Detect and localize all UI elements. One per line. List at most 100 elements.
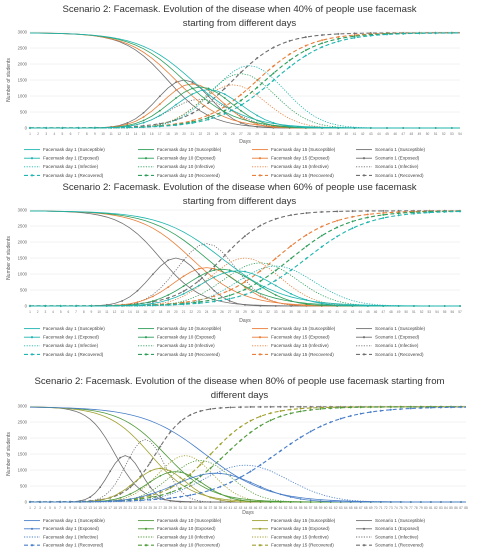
data-point — [320, 33, 324, 37]
data-point — [129, 493, 132, 495]
data-point — [90, 304, 93, 308]
data-point — [289, 244, 293, 248]
x-tick-label: 24 — [143, 506, 147, 510]
legend-marker — [258, 353, 262, 356]
data-point — [339, 500, 342, 503]
x-tick-label: 77 — [409, 506, 413, 510]
data-point — [309, 501, 312, 503]
data-point — [207, 88, 210, 91]
data-point — [305, 304, 308, 307]
data-point — [429, 406, 433, 409]
legend-marker — [362, 527, 366, 530]
data-point — [126, 122, 129, 124]
x-tick-label: 5 — [60, 310, 62, 314]
x-tick-label: 42 — [361, 132, 365, 136]
x-tick-label: 53 — [450, 132, 454, 136]
data-point — [449, 406, 453, 409]
x-tick-label: 53 — [428, 310, 432, 314]
legend-label: Scenario 1 (Susceptible) — [375, 326, 426, 331]
data-point — [158, 103, 161, 106]
data-point — [213, 289, 216, 292]
legend-label: Scenario 1 (Infective) — [375, 534, 419, 539]
data-point — [351, 220, 354, 223]
data-point — [167, 286, 170, 288]
data-point — [339, 406, 342, 409]
data-point — [199, 475, 202, 478]
data-point — [335, 210, 339, 213]
x-tick-label: 32 — [280, 132, 284, 136]
legend-label: Scenario 1 (Susceptible) — [375, 518, 426, 523]
legend-label: Facemask day 10 (Recovered) — [157, 173, 220, 178]
data-point — [397, 209, 400, 213]
data-point — [239, 439, 242, 442]
data-point — [255, 92, 259, 96]
legend-label: Facemask day 1 (Susceptible) — [43, 518, 105, 523]
data-point — [337, 32, 340, 36]
data-point — [382, 213, 385, 217]
data-point — [229, 496, 232, 499]
legend-marker — [258, 527, 262, 530]
data-point — [240, 116, 242, 118]
x-tick-label: 3 — [39, 506, 41, 510]
x-tick-label: 2 — [37, 310, 39, 314]
data-point — [98, 500, 102, 503]
x-tick-label: 40 — [345, 132, 349, 136]
x-tick-label: 28 — [247, 132, 251, 136]
data-point — [269, 456, 272, 460]
x-tick-label: 50 — [404, 310, 408, 314]
x-tick-label: 14 — [93, 506, 97, 510]
x-tick-label: 21 — [128, 506, 132, 510]
data-point — [255, 79, 259, 82]
data-point — [382, 209, 385, 213]
data-point — [28, 304, 32, 308]
legend-label: Facemask day 15 (Infective) — [271, 534, 329, 539]
x-tick-label: 41 — [229, 506, 233, 510]
series-line-scenario-1-sus — [29, 210, 460, 307]
x-tick-label: 51 — [434, 132, 438, 136]
x-tick-label: 43 — [239, 506, 243, 510]
legend-marker — [30, 157, 34, 160]
data-point — [197, 300, 201, 304]
series-line-facemask-day-1-sus — [29, 210, 461, 307]
x-tick-label: 33 — [189, 506, 193, 510]
data-point — [304, 126, 307, 129]
data-point — [159, 474, 162, 477]
data-point — [239, 476, 242, 479]
data-point — [119, 456, 122, 459]
x-tick-label: 7 — [78, 132, 80, 136]
data-point — [228, 249, 231, 252]
legend-label: Facemask day 15 (Recovered) — [271, 173, 334, 178]
series-line-facemask-day-15-rec — [30, 210, 461, 307]
x-tick-label: 14 — [134, 132, 138, 136]
y-tick-label: 2000 — [18, 240, 28, 245]
x-tick-label: 6 — [70, 132, 72, 136]
legend-label: Facemask day 1 (Infective) — [43, 534, 99, 539]
y-tick-label: 1000 — [18, 272, 28, 277]
x-tick-label: 19 — [174, 132, 178, 136]
x-tick-label: 50 — [274, 506, 278, 510]
data-point — [198, 275, 200, 278]
data-point — [289, 412, 292, 415]
series-line-facemask-day-10-sus — [29, 406, 466, 503]
data-point — [272, 121, 275, 124]
chart-title-line: Scenario 2: Facemask. Evolution of the d… — [62, 182, 416, 193]
data-point — [77, 126, 80, 130]
data-point — [335, 226, 339, 229]
legend-label: Facemask day 1 (Susceptible) — [43, 326, 105, 331]
data-point — [229, 481, 232, 484]
data-point — [169, 485, 172, 488]
data-point — [219, 493, 222, 495]
data-point — [48, 500, 52, 504]
data-point — [239, 99, 243, 102]
x-tick-label: 5 — [62, 132, 64, 136]
x-tick-label: 54 — [294, 506, 298, 510]
data-point — [175, 81, 177, 84]
chart-panel-2: Scenario 2: Facemask. Evolution of the d… — [6, 182, 462, 357]
x-tick-label: 9 — [69, 506, 71, 510]
data-point — [149, 470, 152, 472]
data-point — [126, 123, 129, 126]
x-tick-label: 4 — [53, 132, 55, 136]
data-point — [288, 125, 291, 128]
data-point — [369, 410, 372, 414]
